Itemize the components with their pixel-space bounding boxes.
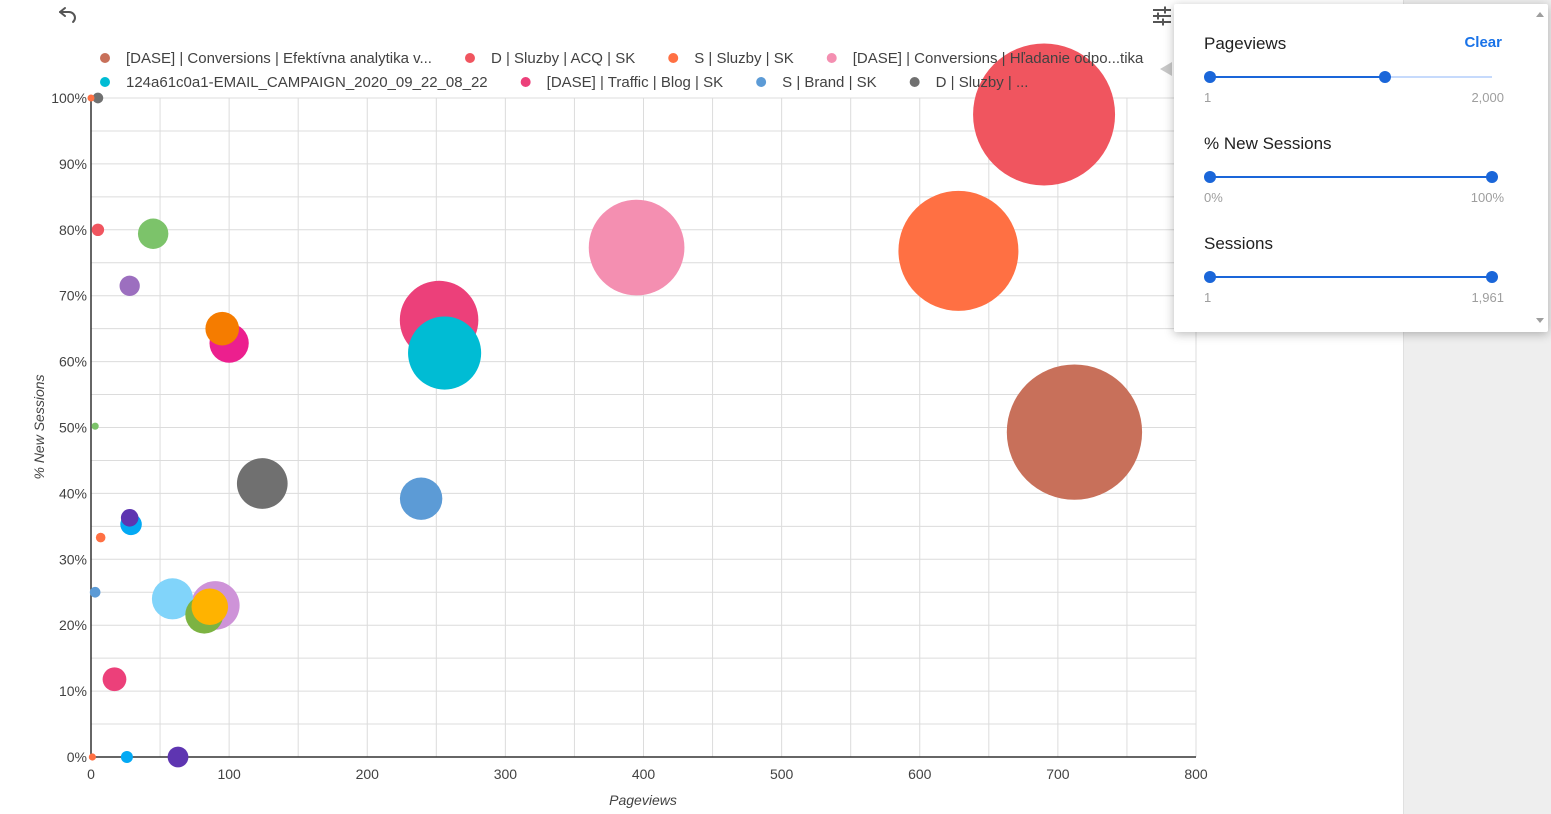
filter-title: Sessions — [1204, 234, 1273, 253]
bubble-point[interactable] — [205, 311, 240, 346]
bubble-point[interactable] — [120, 509, 139, 527]
range-min-label: 1 — [1204, 290, 1212, 305]
y-tick-label: 10% — [59, 683, 87, 699]
bubble-point[interactable] — [89, 586, 101, 598]
filter-title: % New Sessions — [1204, 134, 1332, 153]
y-axis-label: % New Sessions — [31, 374, 47, 479]
slider-max-handle[interactable] — [1486, 271, 1498, 283]
legend-entry[interactable]: S | Brand | SK — [782, 74, 877, 91]
chart-bubbles — [87, 43, 1143, 768]
x-tick-label: 800 — [1184, 766, 1208, 782]
legend-entry[interactable]: S | Sluzby | SK — [694, 50, 794, 67]
bubble-point[interactable] — [119, 275, 140, 296]
undo-icon[interactable] — [54, 5, 80, 27]
y-tick-label: 0% — [67, 749, 87, 765]
bubble-point[interactable] — [898, 190, 1019, 311]
bubble-point[interactable] — [95, 532, 106, 543]
slider-max-handle[interactable] — [1486, 171, 1498, 183]
bubble-point[interactable] — [408, 316, 482, 390]
slider-min-handle[interactable] — [1204, 171, 1216, 183]
bubble-point[interactable] — [102, 667, 127, 692]
y-tick-label: 90% — [59, 156, 87, 172]
range-min-label: 0% — [1204, 190, 1223, 205]
y-tick-label: 40% — [59, 485, 87, 501]
panel-pointer — [1160, 62, 1172, 76]
x-tick-label: 100 — [217, 766, 241, 782]
x-tick-label: 400 — [632, 766, 656, 782]
legend-marker — [756, 77, 767, 87]
scroll-down-arrow[interactable] — [1536, 318, 1544, 323]
legend-entry[interactable]: [DASE] | Conversions | Hľadanie odpo...t… — [853, 50, 1144, 67]
chart-legend: [DASE] | Conversions | Efektívna analyti… — [100, 50, 1144, 91]
filter-title: Pageviews — [1204, 34, 1287, 53]
bubble-point[interactable] — [137, 218, 169, 249]
bubble-point[interactable] — [120, 751, 133, 763]
range-slider[interactable] — [1204, 171, 1498, 183]
legend-marker — [668, 53, 679, 63]
filter-panel: Pageviews Clear 1 2,000 % New Sessions 0… — [1174, 4, 1548, 332]
bubble-point[interactable] — [1006, 364, 1143, 500]
x-tick-label: 0 — [87, 766, 95, 782]
range-slider[interactable] — [1204, 71, 1492, 83]
filter-pageviews: Pageviews Clear 1 2,000 — [1204, 34, 1504, 105]
x-tick-label: 600 — [908, 766, 932, 782]
legend-marker — [909, 77, 920, 87]
range-slider[interactable] — [1204, 271, 1498, 283]
legend-entry[interactable]: 124a61c0a1-EMAIL_CAMPAIGN_2020_09_22_08_… — [126, 74, 488, 91]
slider-min-handle[interactable] — [1204, 71, 1216, 83]
legend-entry[interactable]: [DASE] | Conversions | Efektívna analyti… — [126, 50, 432, 67]
legend-entry[interactable]: D | Sluzby | ... — [936, 74, 1029, 91]
slider-min-handle[interactable] — [1204, 271, 1216, 283]
legend-marker — [464, 53, 475, 63]
x-axis-label: Pageviews — [609, 792, 677, 808]
bubble-point[interactable] — [151, 578, 194, 620]
scroll-up-arrow[interactable] — [1536, 12, 1544, 17]
range-min-label: 1 — [1204, 90, 1212, 105]
slider-max-handle[interactable] — [1378, 71, 1391, 83]
bubble-point[interactable] — [91, 223, 105, 237]
tune-icon[interactable] — [1150, 5, 1174, 27]
bubble-point[interactable] — [91, 422, 99, 430]
bubble-point[interactable] — [973, 43, 1116, 186]
y-tick-label: 50% — [59, 420, 87, 436]
x-tick-label: 300 — [494, 766, 518, 782]
legend-marker — [100, 77, 110, 87]
filter-sessions: Sessions 1 1,961 — [1204, 234, 1504, 305]
y-tick-label: 20% — [59, 617, 87, 633]
y-tick-label: 30% — [59, 551, 87, 567]
range-max-label: 2,000 — [1471, 90, 1504, 105]
legend-entry[interactable]: [DASE] | Traffic | Blog | SK — [547, 74, 723, 91]
y-tick-label: 70% — [59, 288, 87, 304]
filter-new-sessions: % New Sessions 0% 100% — [1204, 134, 1504, 205]
y-tick-label: 60% — [59, 354, 87, 370]
bubble-point[interactable] — [588, 199, 685, 296]
bubble-point[interactable] — [92, 92, 104, 104]
legend-marker — [100, 53, 110, 63]
bubble-point[interactable] — [167, 746, 189, 768]
legend-marker — [520, 77, 531, 87]
legend-marker — [826, 53, 837, 63]
x-tick-label: 500 — [770, 766, 794, 782]
bubble-point[interactable] — [236, 458, 288, 509]
bubble-point[interactable] — [88, 753, 96, 761]
chart-axes: 0 100 200 300 400 500 600 700 800 0% 10% 20% 30% 40% 5… — [51, 90, 1208, 782]
x-tick-label: 700 — [1046, 766, 1070, 782]
y-tick-label: 80% — [59, 222, 87, 238]
x-tick-label: 200 — [356, 766, 380, 782]
legend-entry[interactable]: D | Sluzby | ACQ | SK — [491, 50, 635, 67]
y-tick-label: 100% — [51, 90, 87, 106]
bubble-point[interactable] — [399, 477, 443, 520]
bubble-point[interactable] — [87, 94, 95, 102]
range-max-label: 1,961 — [1471, 290, 1504, 305]
bubble-point[interactable] — [191, 588, 229, 626]
range-max-label: 100% — [1470, 190, 1504, 205]
clear-button[interactable]: Clear — [1464, 34, 1502, 51]
